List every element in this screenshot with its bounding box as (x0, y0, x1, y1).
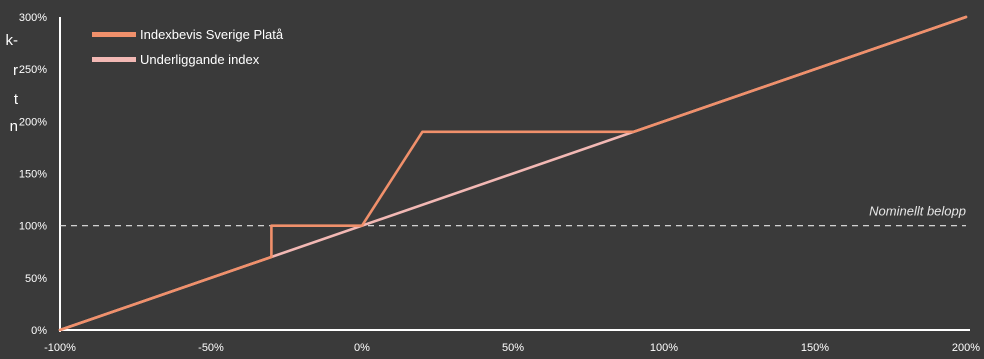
x-tick-label: 150% (801, 342, 829, 354)
side-text-line-2: r (13, 62, 18, 79)
x-tick-label: 200% (952, 342, 980, 354)
reference-line-label: Nominellt belopp (869, 204, 966, 219)
x-tick-label: -100% (44, 342, 76, 354)
legend-swatch (92, 32, 136, 37)
side-text-line-4: n (9, 118, 18, 135)
series-line (58, 15, 968, 332)
y-tick-label: 200% (19, 116, 47, 128)
x-tick-label: 50% (502, 342, 524, 354)
x-tick-label: 0% (354, 342, 370, 354)
legend-swatch (92, 57, 136, 62)
legend-label: Underliggande index (140, 52, 260, 67)
y-tick-label: 50% (25, 273, 47, 285)
y-tick-label: 150% (19, 169, 47, 181)
y-tick-label: 100% (19, 221, 47, 233)
x-tick-label: -50% (198, 342, 224, 354)
legend-label: Indexbevis Sverige Platå (140, 27, 284, 42)
y-tick-label: 250% (19, 64, 47, 76)
side-text-line-3: t (13, 91, 18, 108)
x-tick-label: 100% (650, 342, 678, 354)
side-text-line-1: k- (5, 32, 19, 49)
y-tick-label: 0% (31, 325, 47, 337)
y-tick-label: 300% (19, 12, 47, 24)
